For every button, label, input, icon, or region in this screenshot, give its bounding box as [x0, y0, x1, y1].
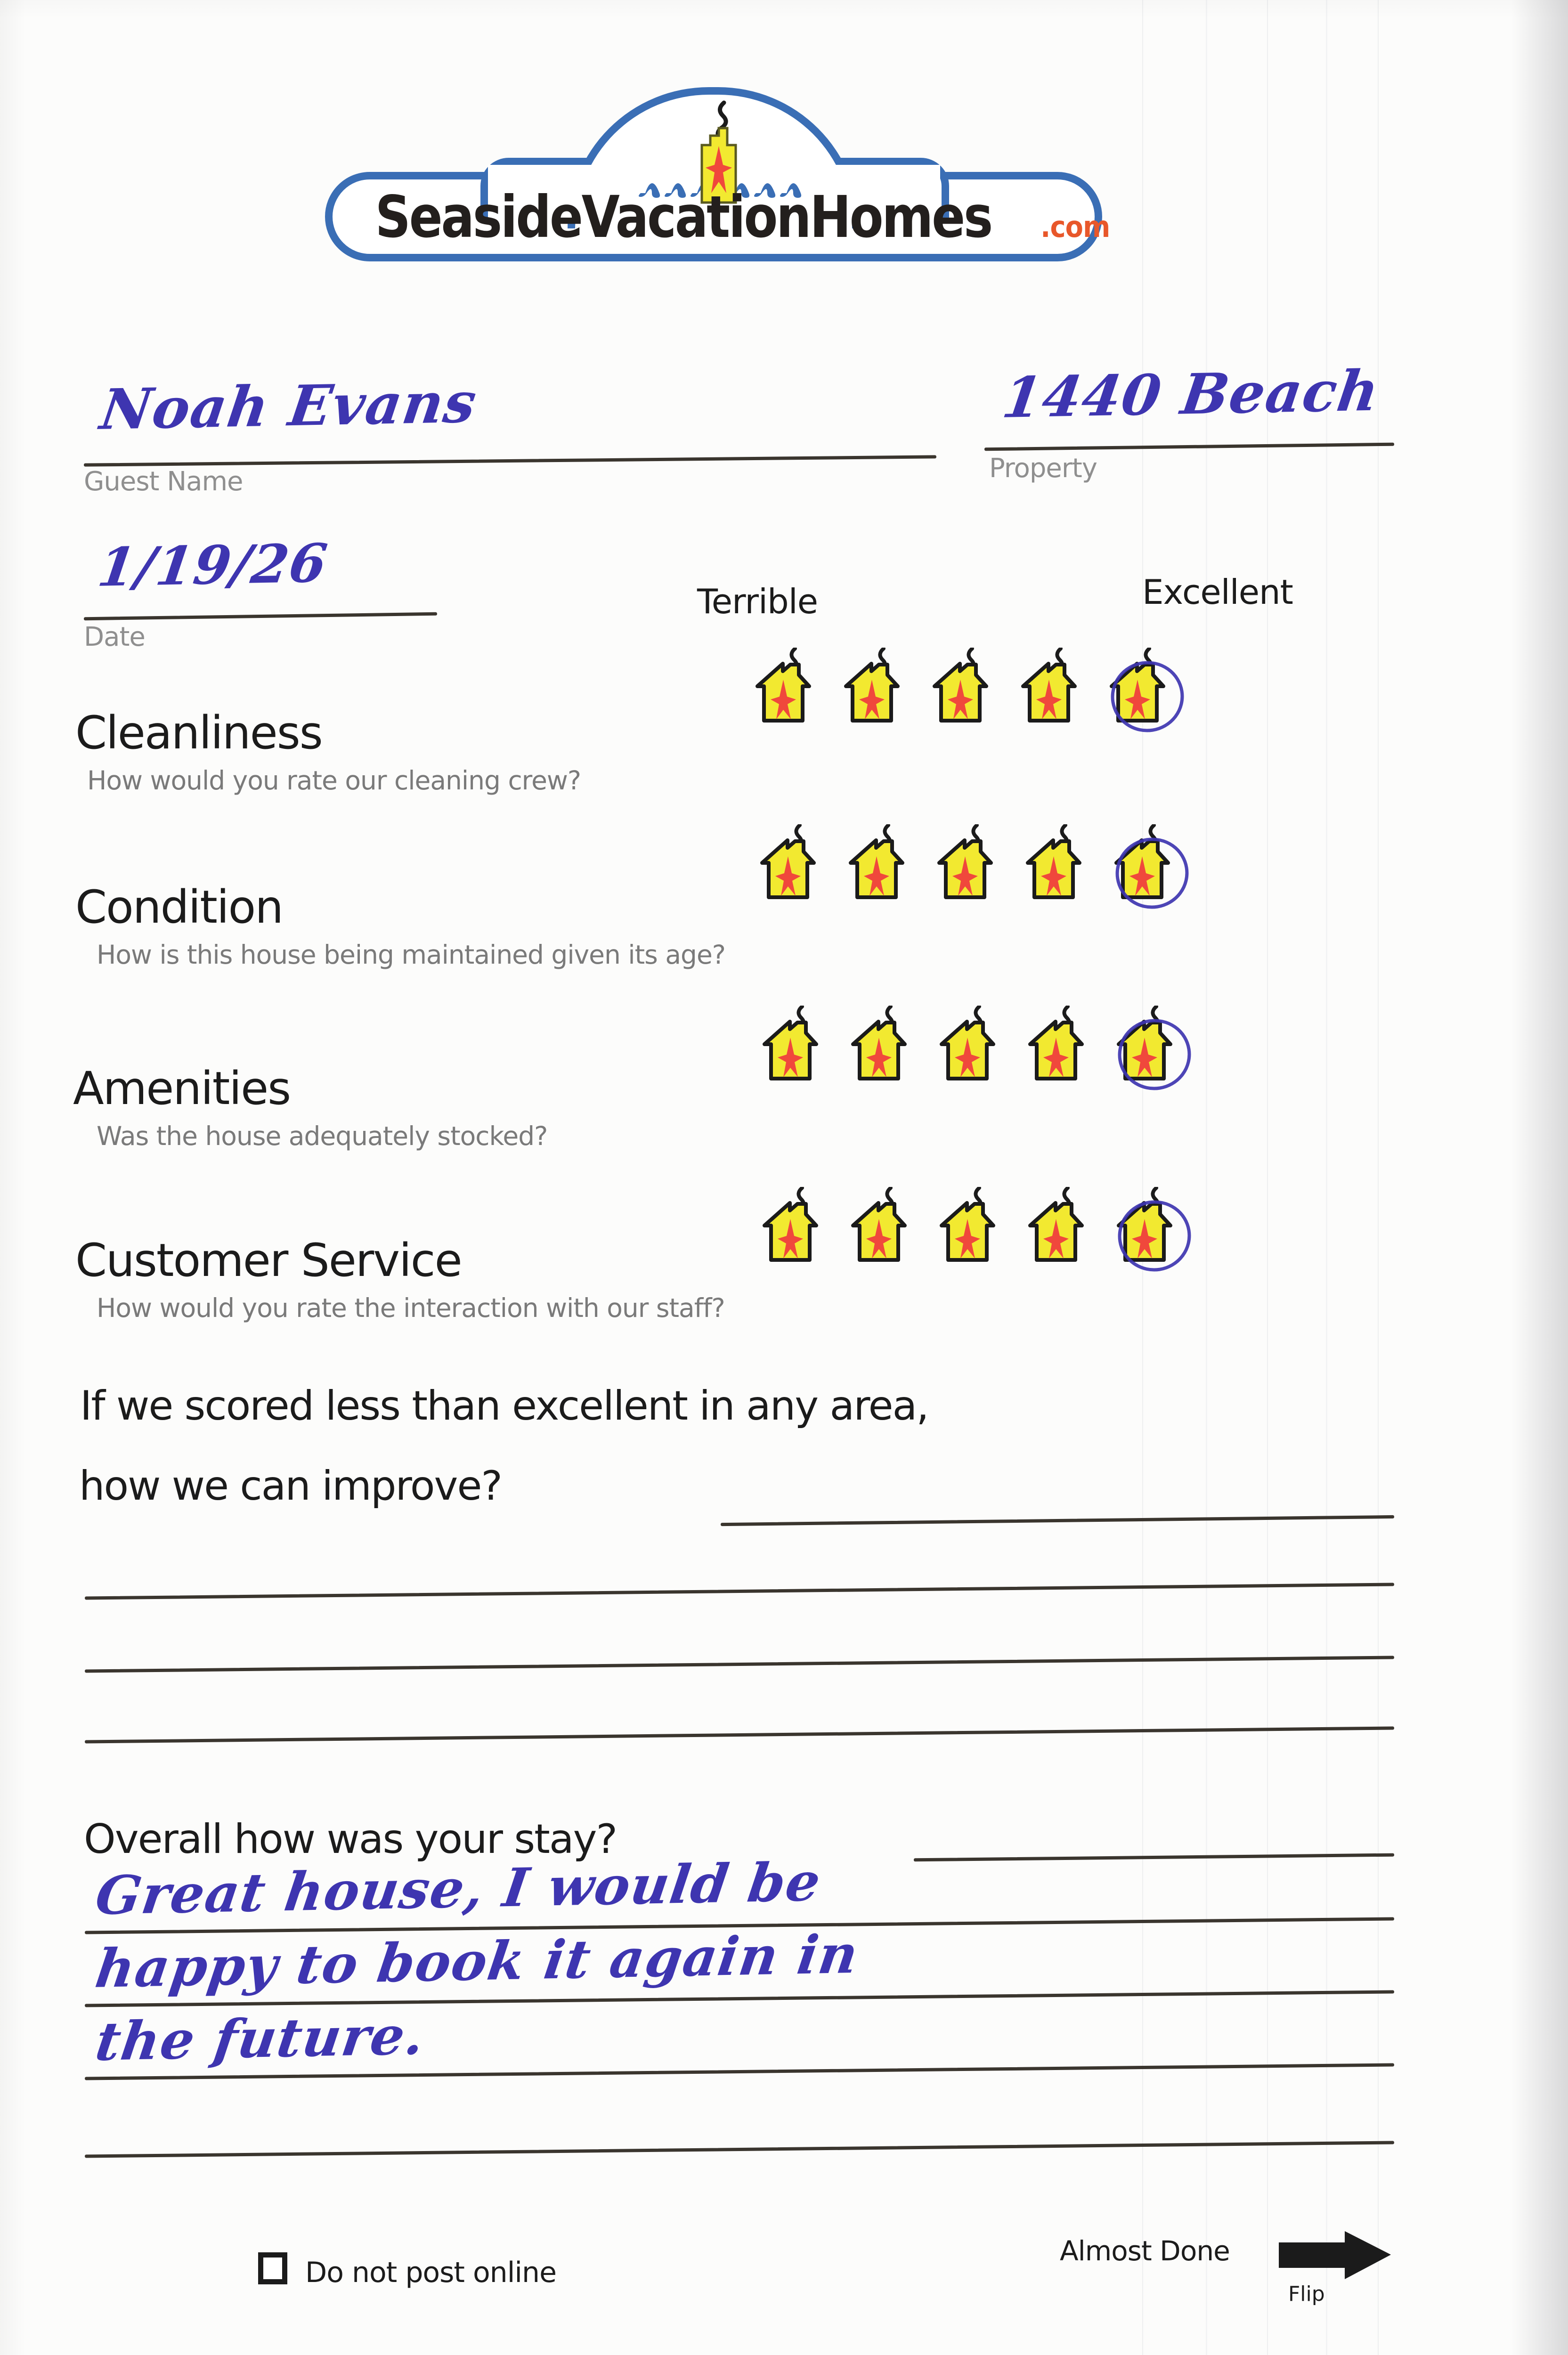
rating-house-3[interactable]: [938, 1006, 1016, 1081]
scale-high-label: Excellent: [1142, 572, 1293, 612]
rating-scale-condition[interactable]: [758, 824, 1201, 909]
rating-house-4[interactable]: [1026, 1187, 1104, 1262]
rating-house-2[interactable]: [847, 824, 925, 900]
logo-wordmark: SeasideVacationHomes .com: [325, 180, 1110, 255]
improve-prompt-line1: If we scored less than excellent in any …: [80, 1382, 929, 1429]
right-arrow-icon: [1279, 2230, 1392, 2284]
property-value[interactable]: 1440 Beach: [999, 357, 1384, 430]
scan-band: [1267, 0, 1268, 2355]
do-not-post-label: Do not post online: [305, 2256, 557, 2289]
logo-name-text: SeasideVacationHomes: [375, 184, 993, 251]
rating-house-1[interactable]: [754, 648, 831, 723]
scan-band: [1326, 0, 1327, 2355]
overall-line-0[interactable]: [913, 1853, 1395, 1862]
improve-line-2[interactable]: [85, 1656, 1394, 1673]
rating-house-3[interactable]: [935, 824, 1013, 900]
do-not-post-checkbox[interactable]: [258, 2252, 287, 2284]
rating-house-5[interactable]: [1108, 648, 1186, 732]
rating-house-4[interactable]: [1026, 1006, 1104, 1081]
rating-question-condition: How is this house being maintained given…: [97, 940, 726, 970]
guest-name-rule: [84, 455, 936, 467]
rating-question-amenities: Was the house adequately stocked?: [97, 1121, 548, 1151]
rating-question-cleanliness: How would you rate our cleaning crew?: [87, 765, 581, 796]
rating-house-2[interactable]: [849, 1006, 927, 1081]
property-label: Property: [989, 453, 1097, 484]
overall-line-4[interactable]: [85, 2141, 1394, 2158]
rating-scale-customer-service[interactable]: [761, 1187, 1203, 1272]
rating-house-5[interactable]: [1115, 1187, 1193, 1272]
brand-logo: SeasideVacationHomes .com: [325, 71, 1111, 268]
scan-band: [1378, 0, 1379, 2355]
improve-line-3[interactable]: [85, 1726, 1394, 1744]
scale-low-label: Terrible: [697, 582, 818, 621]
property-rule: [984, 442, 1395, 451]
rating-house-5[interactable]: [1115, 1006, 1193, 1090]
rating-title-condition: Condition: [75, 881, 284, 934]
guest-name-value[interactable]: Noah Evans: [97, 369, 481, 442]
rating-house-4[interactable]: [1019, 648, 1097, 723]
rating-title-customer-service: Customer Service: [75, 1234, 463, 1287]
improve-prompt-line2: how we can improve?: [79, 1462, 503, 1510]
rating-house-1[interactable]: [758, 824, 836, 900]
almost-done-label: Almost Done: [1060, 2235, 1230, 2267]
rating-house-1[interactable]: [761, 1187, 838, 1262]
improve-line-1[interactable]: [85, 1583, 1394, 1600]
overall-prompt: Overall how was your stay?: [84, 1816, 617, 1863]
logo-tld-text: .com: [1040, 210, 1111, 244]
scan-edge-shadow-right: [1511, 0, 1568, 2355]
rating-scale-cleanliness[interactable]: [754, 648, 1196, 732]
rating-house-5[interactable]: [1113, 824, 1190, 909]
scan-band: [1206, 0, 1207, 2355]
rating-house-2[interactable]: [849, 1187, 927, 1262]
guest-name-label: Guest Name: [84, 466, 243, 497]
rating-house-3[interactable]: [938, 1187, 1016, 1262]
rating-house-4[interactable]: [1024, 824, 1102, 900]
rating-question-customer-service: How would you rate the interaction with …: [97, 1293, 725, 1323]
house-with-star-and-waves-icon: [589, 99, 834, 217]
improve-line-0[interactable]: [721, 1515, 1394, 1527]
rating-house-2[interactable]: [842, 648, 920, 723]
date-value[interactable]: 1/19/26: [94, 532, 332, 599]
flip-label: Flip: [1288, 2282, 1325, 2306]
scan-band: [1142, 0, 1143, 2355]
rating-title-cleanliness: Cleanliness: [75, 706, 323, 759]
rating-title-amenities: Amenities: [73, 1062, 291, 1115]
overall-answer-line-2[interactable]: happy to book it again in: [92, 1923, 863, 2000]
overall-answer-line-3[interactable]: the future.: [92, 2005, 429, 2073]
rating-house-3[interactable]: [931, 648, 1008, 723]
rating-house-1[interactable]: [761, 1006, 838, 1081]
date-rule: [83, 612, 438, 621]
date-label: Date: [84, 622, 146, 652]
rating-scale-amenities[interactable]: [761, 1006, 1203, 1090]
